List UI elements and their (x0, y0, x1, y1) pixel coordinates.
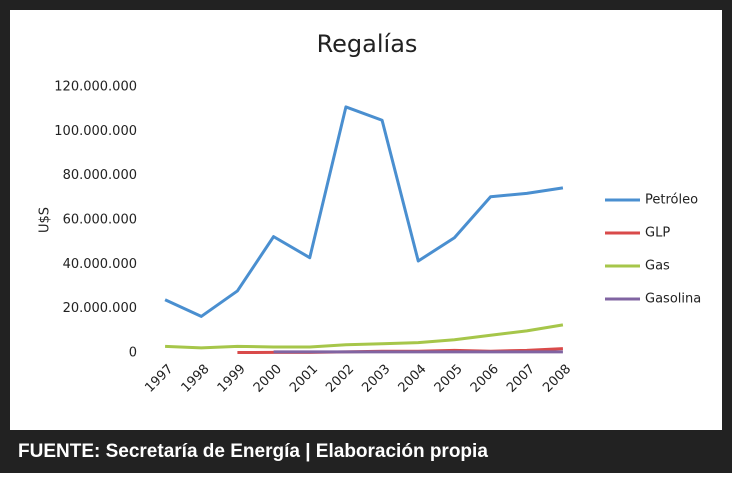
line-series (165, 323, 564, 350)
y-tick-label: 80.000.000 (63, 168, 137, 183)
y-tick-label: 0 (129, 346, 137, 361)
y-tick-label: 100.000.000 (54, 124, 137, 139)
y-axis-label: U$S (38, 207, 53, 233)
legend-label: Gasolina (645, 292, 701, 307)
footer: FUENTE: Secretaría de Energía | Elaborac… (18, 441, 488, 462)
y-tick-label: 40.000.000 (63, 257, 137, 272)
chart-area (10, 10, 722, 430)
line-series (164, 105, 564, 318)
y-tick-label: 120.000.000 (54, 80, 137, 95)
legend-label: Petróleo (645, 193, 698, 208)
legend-label: Gas (645, 259, 670, 274)
chart-title: Regalías (317, 30, 418, 58)
y-tick-label: 20.000.000 (63, 301, 137, 316)
legend-label: GLP (645, 226, 670, 241)
y-tick-label: 60.000.000 (63, 213, 137, 228)
